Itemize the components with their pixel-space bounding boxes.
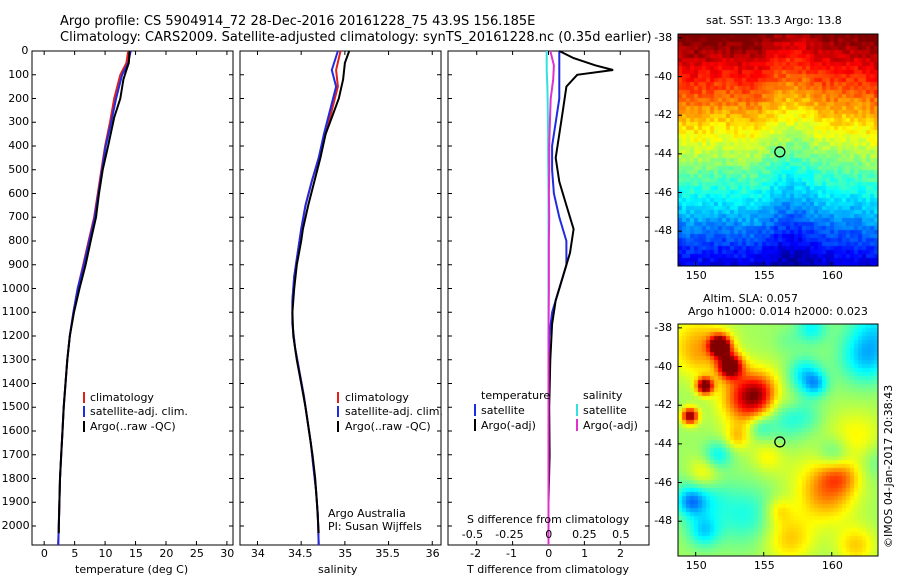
x-tick-label: 34	[250, 547, 265, 560]
header-line2: Climatology: CARS2009. Satellite-adjuste…	[60, 30, 652, 45]
sla-lon-label: 155	[753, 559, 775, 572]
header-line1: Argo profile: CS 5904914_72 28-Dec-2016 …	[60, 14, 536, 29]
depth-tick-label: 400	[8, 139, 30, 152]
legend-satellite-label: satellite-adj. clim.	[90, 405, 188, 418]
x-tick-label: 2	[616, 547, 624, 560]
panel2-frame	[239, 50, 442, 546]
depth-tick-label: 1000	[1, 281, 30, 295]
legend-climatology-label: climatology	[90, 391, 154, 404]
sst-lat-label: -48	[654, 224, 673, 238]
depth-tick-label: 500	[8, 162, 30, 176]
sdiff-tick-label: -0.5	[461, 528, 484, 541]
depth-tick-label: 2000	[1, 519, 30, 532]
sla-lat-label: -38	[654, 320, 673, 334]
depth-tick-label: 1700	[1, 447, 30, 461]
depth-tick-label: 1200	[1, 329, 30, 342]
x-tick-label: 15	[128, 547, 143, 560]
depth-tick-label: 1900	[1, 495, 30, 509]
series-line	[547, 50, 555, 545]
depth-tick-label: 1100	[1, 305, 30, 319]
credit-pi: PI: Susan Wijffels	[328, 520, 422, 533]
depth-tick-label: 1800	[1, 471, 30, 485]
x-tick-label: 20	[159, 547, 174, 560]
legend3-t-satellite: satellite	[481, 404, 525, 417]
sst-lat-label: -44	[654, 146, 673, 160]
sla-map	[678, 324, 878, 556]
sla-lon-label: 160	[821, 559, 843, 572]
sla-lat-label: -46	[654, 475, 673, 489]
x-tick-label: 36	[425, 547, 440, 560]
x-tick-label: 34.5	[287, 547, 313, 560]
x-tick-label: 5	[71, 547, 79, 560]
panel1-frame	[31, 50, 234, 546]
temperature-axis-label: temperature (deg C)	[75, 563, 189, 576]
depth-tick-label: 200	[8, 91, 30, 105]
depth-tick-label: 100	[8, 67, 30, 81]
sdiff-tick-label: 0.5	[612, 528, 630, 541]
sdiff-axis-label: S difference from climatology	[467, 513, 630, 526]
sst-map-title: sat. SST: 13.3 Argo: 13.8	[706, 14, 842, 27]
salinity-axis-label: salinity	[318, 563, 358, 576]
depth-tick-label: 800	[8, 234, 30, 247]
x-tick-label: 10	[98, 547, 113, 560]
sla-map-title1: Altim. SLA: 0.057	[703, 292, 799, 305]
depth-tick-label: 600	[8, 186, 30, 200]
sst-lon-label: 155	[753, 269, 775, 282]
sst-lat-label: -42	[654, 108, 673, 122]
legend3-temperature-title: temperature	[481, 389, 551, 402]
depth-tick-label: 900	[8, 257, 30, 271]
depth-tick-label: 1300	[1, 352, 30, 366]
sla-lat-label: -42	[654, 398, 673, 412]
legend2-satellite-label: satellite-adj. clim.	[345, 405, 443, 418]
x-tick-label: -2	[470, 547, 482, 560]
sla-map-title2: Argo h1000: 0.014 h2000: 0.023	[688, 305, 868, 318]
legend2-climatology-label: climatology	[345, 391, 409, 404]
sst-lon-label: 160	[821, 269, 843, 282]
legend3-s-satellite: satellite	[583, 404, 627, 417]
sla-lat-label: -40	[654, 359, 673, 373]
x-tick-label: 25	[189, 547, 204, 560]
sdiff-tick-label: 0.25	[572, 528, 597, 541]
x-tick-label: 30	[220, 547, 235, 560]
series-line	[57, 50, 131, 534]
credit-argo-australia: Argo Australia	[328, 507, 406, 520]
legend3-s-argo: Argo(-adj)	[583, 419, 638, 432]
depth-tick-label: 700	[8, 210, 30, 224]
sla-lat-label: -48	[654, 514, 673, 528]
depth-tick-label: 1500	[1, 400, 30, 414]
sdiff-tick-label: 0	[545, 528, 553, 541]
tdiff-axis-label: T difference from climatology	[467, 563, 629, 576]
imos-credit: ©IMOS 04-Jan-2017 20:38:43	[882, 384, 895, 548]
depth-tick-label: 1400	[1, 376, 30, 390]
x-tick-label: 0	[545, 547, 553, 560]
depth-tick-label: 1600	[1, 424, 30, 437]
legend3-salinity-title: salinity	[583, 389, 623, 402]
depth-tick-label: 300	[8, 115, 30, 129]
sst-lat-label: -40	[654, 69, 673, 83]
sst-lat-label: -38	[654, 30, 673, 44]
legend3-t-argo: Argo(-adj)	[481, 419, 536, 432]
legend2-argo-label: Argo(..raw -QC)	[345, 420, 431, 433]
sst-lon-label: 150	[685, 269, 707, 282]
series-line	[547, 50, 614, 545]
x-tick-label: 0	[40, 547, 48, 560]
sla-lat-label: -44	[654, 436, 673, 450]
x-tick-label: 35.5	[375, 547, 400, 560]
sst-lat-label: -46	[654, 185, 673, 199]
x-tick-label: 35	[338, 547, 353, 560]
sst-map	[678, 34, 878, 266]
series-line	[291, 50, 351, 534]
sla-lon-label: 150	[685, 559, 707, 572]
depth-tick-label: 0	[21, 44, 29, 57]
sdiff-tick-label: -0.25	[495, 528, 524, 541]
x-tick-label: 1	[581, 547, 589, 560]
legend-argo-label: Argo(..raw -QC)	[90, 420, 176, 433]
x-tick-label: -1	[506, 547, 517, 560]
